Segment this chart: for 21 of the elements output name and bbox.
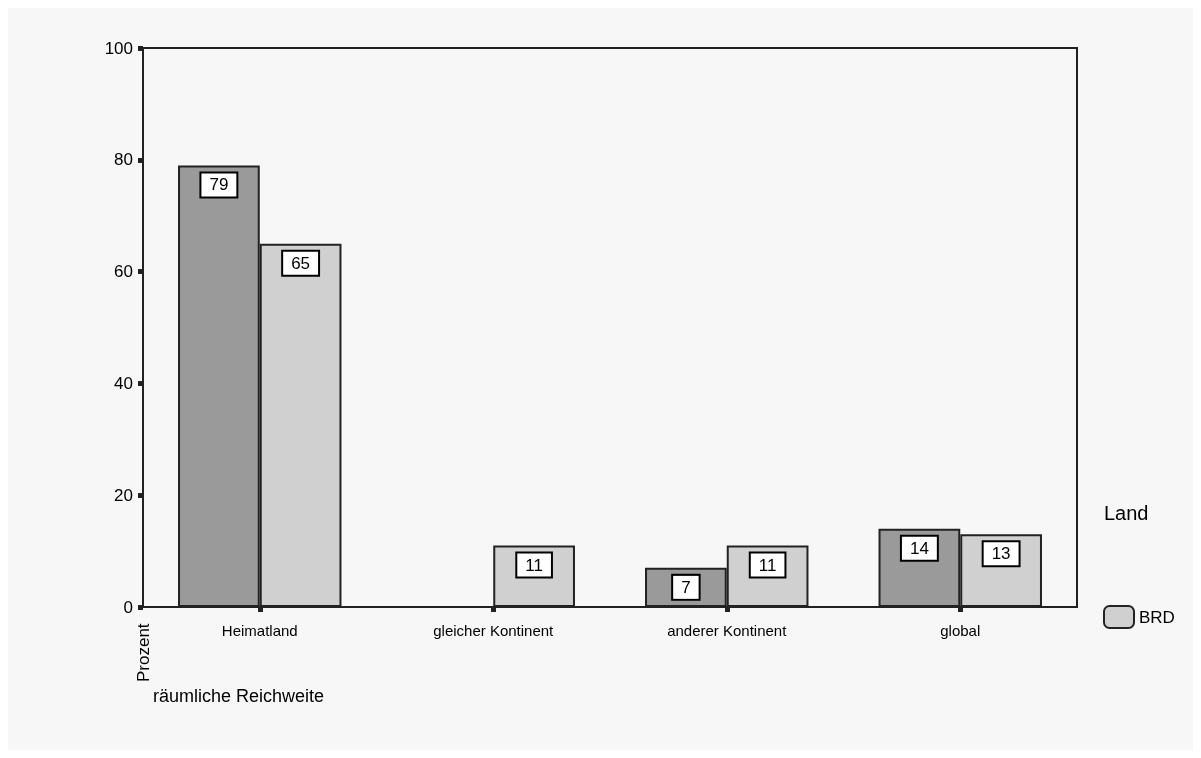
y-tick-label: 0 <box>123 597 133 617</box>
x-tick-label: gleicher Kontinent <box>433 622 555 639</box>
legend-label: BRD <box>1139 607 1175 627</box>
y-tick-label: 60 <box>114 262 133 282</box>
x-axis-title: räumliche Reichweite <box>153 686 325 706</box>
x-tick-label: global <box>940 622 981 639</box>
x-tick-label: anderer Kontinent <box>667 622 788 639</box>
y-tick-label: 80 <box>114 150 133 170</box>
y-tick-label: 100 <box>104 38 133 58</box>
data-label: 14 <box>909 538 929 558</box>
y-tick-label: 40 <box>114 373 133 393</box>
data-label: 65 <box>291 253 311 273</box>
y-axis-title: Prozent <box>133 623 153 682</box>
x-tick-label: Heimatland <box>221 622 298 639</box>
data-label: 13 <box>991 544 1011 564</box>
data-label: 11 <box>758 555 777 575</box>
data-label: 79 <box>209 175 229 195</box>
data-label: 11 <box>525 555 543 575</box>
data-label: 7 <box>681 577 691 597</box>
legend-title: Land <box>1104 502 1149 524</box>
y-tick-label: 20 <box>114 485 133 505</box>
